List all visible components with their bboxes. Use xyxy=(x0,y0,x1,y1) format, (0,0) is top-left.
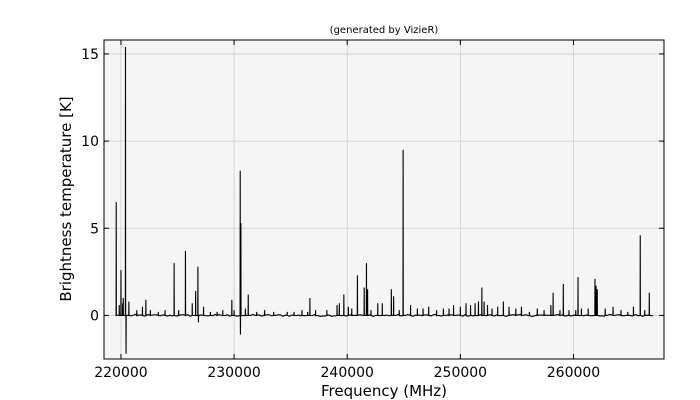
y-axis-title: Brightness temperature [K] xyxy=(57,96,75,301)
spectrum-line xyxy=(115,46,653,354)
x-tick-label: 250000 xyxy=(434,365,487,381)
x-tick-label: 240000 xyxy=(321,365,374,381)
y-tick-label: 15 xyxy=(81,47,99,63)
y-tick-label: 5 xyxy=(90,221,99,237)
y-tick-label: 10 xyxy=(81,134,99,150)
x-tick-label: 220000 xyxy=(94,365,147,381)
x-tick-label: 260000 xyxy=(547,365,600,381)
x-axis-title: Frequency (MHz) xyxy=(321,382,447,400)
chart-title: (generated by VizieR) xyxy=(330,25,439,36)
plot-area xyxy=(115,46,653,354)
axes: 220000 230000 240000 250000 260000 0 5 10 15 xyxy=(81,39,665,381)
y-tick-label: 0 xyxy=(90,308,99,324)
x-tick-label: 230000 xyxy=(207,365,260,381)
plot-frame xyxy=(103,39,665,360)
plot-background xyxy=(104,40,664,359)
